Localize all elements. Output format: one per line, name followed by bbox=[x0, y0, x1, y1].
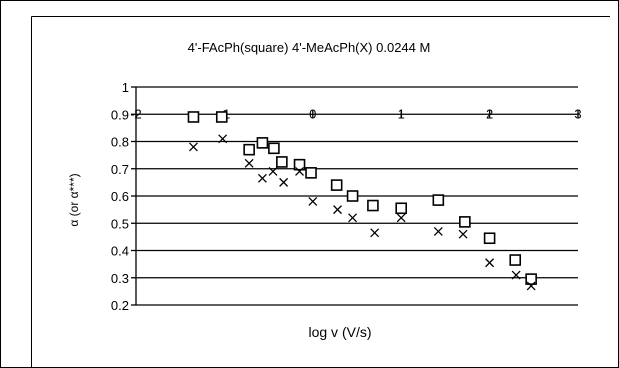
x-marker bbox=[218, 134, 228, 144]
square-marker bbox=[483, 232, 496, 245]
x-marker bbox=[526, 281, 536, 291]
y-tick-label: 0.4 bbox=[111, 244, 129, 259]
x-marker bbox=[308, 196, 318, 206]
y-tick-label: 0.7 bbox=[111, 162, 129, 177]
square-marker bbox=[268, 142, 280, 155]
y-tick-label: 0.2 bbox=[111, 298, 129, 313]
square-marker bbox=[305, 167, 317, 179]
square-marker bbox=[187, 111, 200, 123]
x-marker bbox=[189, 142, 198, 152]
square-marker bbox=[367, 199, 379, 212]
x-tick-label: 3 bbox=[574, 106, 581, 121]
x-marker bbox=[396, 213, 406, 223]
square-marker bbox=[276, 156, 288, 168]
x-marker bbox=[295, 167, 304, 176]
y-tick-label: 0.9 bbox=[111, 107, 129, 122]
x-marker bbox=[279, 177, 289, 187]
square-marker bbox=[256, 137, 269, 149]
square-marker bbox=[293, 158, 306, 171]
x-marker bbox=[433, 226, 443, 236]
y-tick-label: 1 bbox=[122, 80, 129, 95]
y-tick-label: 0.6 bbox=[111, 189, 129, 204]
data-markers bbox=[187, 111, 537, 291]
y-tick-labels: 0.2 0.3 0.4 0.5 0.6 0.7 0.8 0.9 1 bbox=[111, 80, 129, 313]
x-marker bbox=[511, 270, 521, 280]
square-marker bbox=[509, 254, 522, 266]
y-tick-label: 0.3 bbox=[111, 271, 129, 286]
square-marker bbox=[459, 216, 471, 228]
y-tick-label: 0.8 bbox=[111, 135, 129, 150]
x-tick-label: 0 bbox=[309, 106, 316, 121]
x-tick-label: -2 bbox=[130, 106, 142, 121]
y-axis-label: α (or α***) bbox=[67, 173, 81, 226]
x-tick-label: 2 bbox=[486, 106, 493, 121]
x-marker bbox=[244, 158, 254, 168]
x-marker bbox=[458, 229, 468, 239]
square-marker bbox=[215, 111, 228, 123]
square-marker bbox=[432, 194, 445, 206]
x-marker bbox=[370, 228, 380, 238]
x-tick-label: 1 bbox=[398, 106, 405, 121]
x-marker bbox=[257, 173, 267, 183]
square-marker bbox=[346, 190, 359, 202]
y-tick-label: 0.5 bbox=[111, 216, 129, 231]
x-marker bbox=[485, 258, 495, 268]
square-marker bbox=[330, 179, 343, 191]
square-marker bbox=[395, 202, 408, 215]
chart-title: 4'-FAcPh(square) 4'-MeAcPh(X) 0.0244 M bbox=[188, 40, 431, 55]
x-marker bbox=[348, 213, 358, 223]
x-marker bbox=[333, 205, 343, 215]
x-axis-label: log v (V/s) bbox=[308, 324, 371, 340]
x-marker bbox=[268, 167, 278, 176]
square-marker bbox=[243, 143, 255, 156]
square-marker bbox=[525, 273, 537, 285]
